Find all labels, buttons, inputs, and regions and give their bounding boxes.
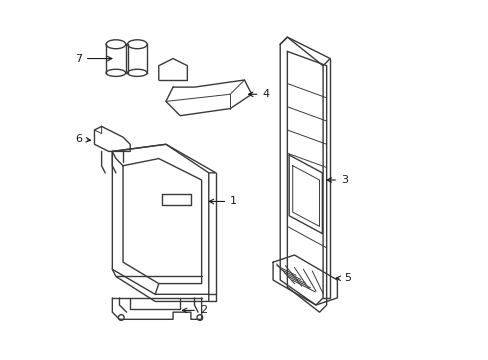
Text: 1: 1 xyxy=(209,197,237,206)
Text: 6: 6 xyxy=(75,134,90,144)
Text: 7: 7 xyxy=(75,54,112,64)
Text: 4: 4 xyxy=(248,89,269,99)
Text: 5: 5 xyxy=(335,273,351,283)
Text: 3: 3 xyxy=(326,175,347,185)
Text: 2: 2 xyxy=(182,305,206,315)
